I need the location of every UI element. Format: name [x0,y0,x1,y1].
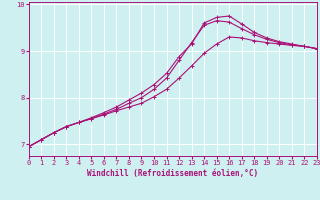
X-axis label: Windchill (Refroidissement éolien,°C): Windchill (Refroidissement éolien,°C) [87,169,258,178]
